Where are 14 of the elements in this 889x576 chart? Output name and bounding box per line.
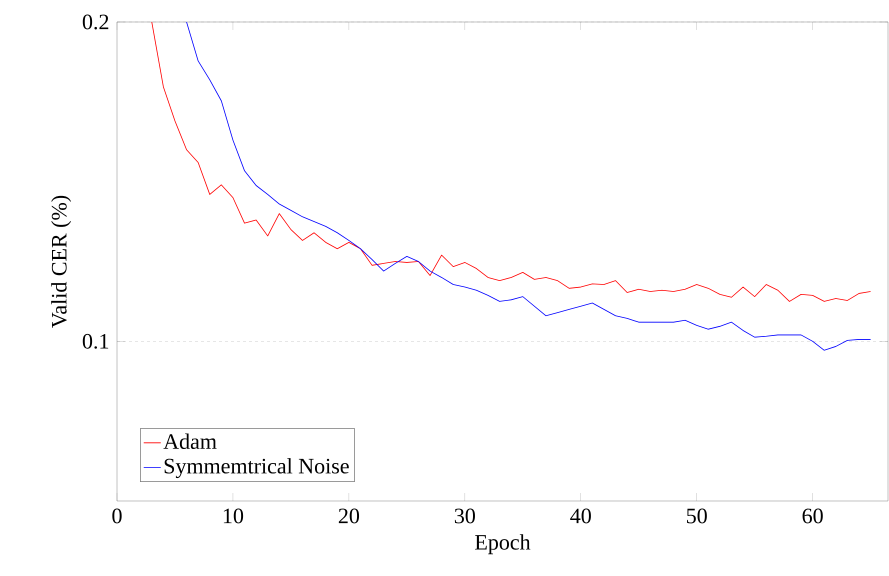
x-tick-label: 30	[454, 508, 475, 524]
legend-label: Adam	[163, 434, 217, 449]
x-tick-label: 0	[112, 508, 122, 524]
y-tick-label: 0.1	[82, 334, 108, 349]
x-tick-label: 50	[686, 508, 707, 524]
x-tick-label: 10	[224, 508, 244, 524]
x-axis-title: Epoch	[475, 534, 530, 554]
x-tick-label: 60	[802, 508, 823, 524]
x-tick-label: 40	[570, 508, 591, 524]
y-tick-label: 0.2	[82, 14, 108, 30]
line-series	[151, 22, 872, 302]
legend-label: Symmemtrical Noise	[164, 458, 349, 478]
y-axis-title: Valid CER (%)	[51, 196, 72, 328]
x-tick-label: 20	[338, 508, 360, 524]
